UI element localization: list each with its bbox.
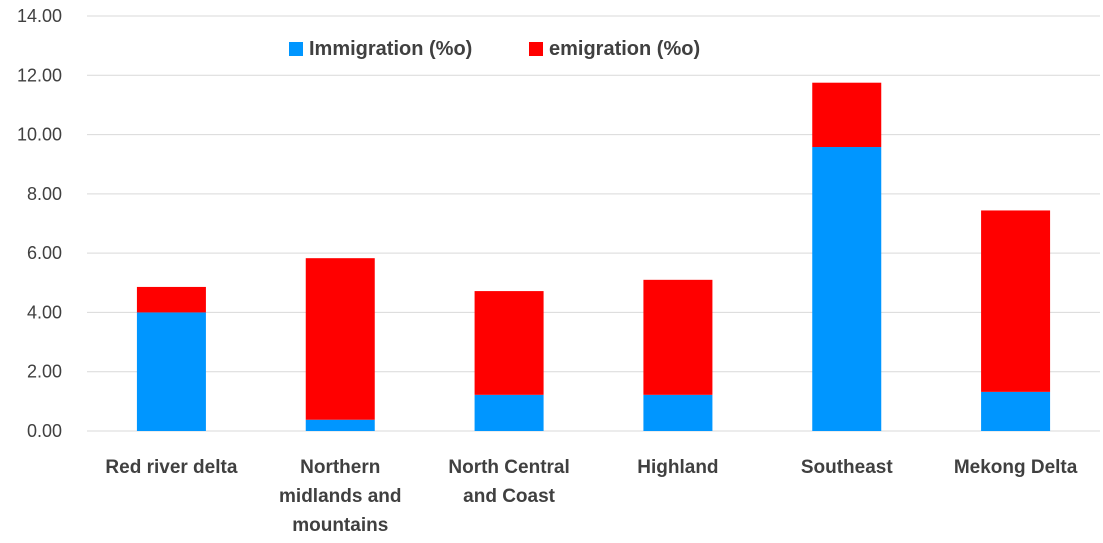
- legend-label-emigration: emigration (%o): [549, 38, 700, 60]
- y-tick-label: 4.00: [27, 302, 62, 322]
- bar-immigration-5: [981, 391, 1051, 431]
- y-axis-tick-labels: 0.00 2.00 4.00 6.00 8.00 10.00 12.00 14.00: [17, 6, 62, 441]
- legend: Immigration (%o) emigration (%o): [289, 38, 700, 60]
- bar-emigration-1: [305, 258, 375, 420]
- x-category-label: Highland: [637, 457, 718, 478]
- bars: [136, 82, 1051, 431]
- x-category-label: Southeast: [801, 457, 894, 478]
- y-tick-label: 10.00: [17, 125, 62, 145]
- x-category-label: Northern midlands and mountains: [279, 457, 401, 536]
- y-tick-label: 12.00: [17, 65, 62, 85]
- x-category-label: North Central and Coast: [448, 457, 569, 507]
- legend-label-immigration: Immigration (%o): [309, 38, 472, 60]
- y-tick-label: 8.00: [27, 184, 62, 204]
- y-tick-label: 2.00: [27, 362, 62, 382]
- x-axis-category-labels: Red river delta Northern midlands and mount…: [105, 457, 1077, 536]
- bar-immigration-3: [643, 394, 713, 431]
- bar-immigration-1: [305, 419, 375, 431]
- bar-emigration-4: [812, 82, 882, 148]
- y-tick-label: 0.00: [27, 421, 62, 441]
- bar-immigration-2: [474, 394, 544, 431]
- legend-swatch-immigration: [289, 42, 303, 56]
- y-tick-label: 14.00: [17, 6, 62, 26]
- bar-immigration-4: [812, 147, 882, 431]
- bar-emigration-2: [474, 291, 544, 395]
- x-category-label: Mekong Delta: [954, 457, 1078, 478]
- x-category-label: Red river delta: [105, 457, 237, 478]
- gridlines: [87, 15, 1100, 432]
- y-tick-label: 6.00: [27, 243, 62, 263]
- bar-immigration-0: [136, 312, 206, 431]
- bar-emigration-0: [136, 286, 206, 313]
- legend-swatch-emigration: [529, 42, 543, 56]
- bar-emigration-3: [643, 279, 713, 395]
- bar-emigration-5: [981, 210, 1051, 392]
